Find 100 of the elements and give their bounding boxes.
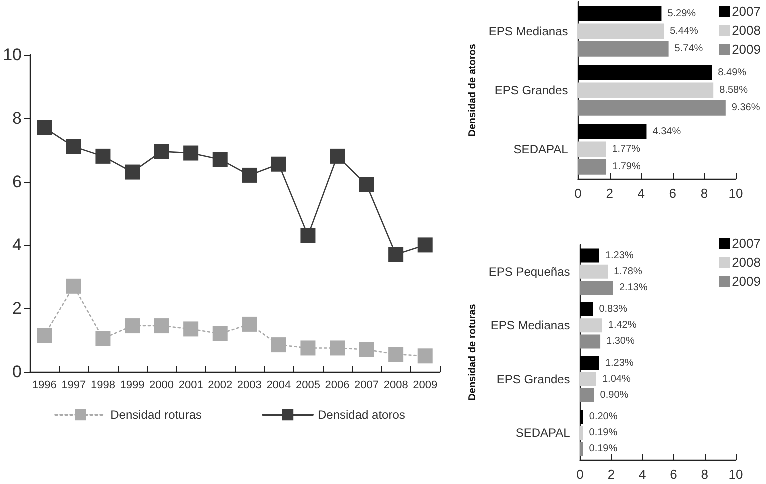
data-label: 1.77% bbox=[612, 144, 641, 155]
point bbox=[359, 177, 374, 192]
x-tick-label: 1997 bbox=[62, 380, 86, 392]
bar bbox=[580, 356, 600, 370]
x-tick-label: 10 bbox=[728, 467, 744, 482]
point bbox=[300, 228, 316, 244]
bar bbox=[578, 41, 669, 57]
x-tick-label: 6 bbox=[670, 467, 678, 482]
data-label: 2.13% bbox=[619, 282, 648, 294]
bar bbox=[578, 142, 606, 158]
point bbox=[242, 168, 258, 183]
bar bbox=[580, 302, 594, 317]
bar bbox=[578, 24, 664, 40]
legend-label: 2009 bbox=[732, 42, 761, 57]
data-label: 8.58% bbox=[720, 85, 748, 96]
data-label: 1.79% bbox=[612, 162, 641, 173]
legend-label: 2008 bbox=[732, 255, 761, 270]
point bbox=[212, 326, 228, 342]
bar bbox=[580, 442, 584, 456]
x-tick-label: 10 bbox=[728, 186, 744, 201]
x-tick-label: 2000 bbox=[150, 380, 174, 392]
data-label: 1.23% bbox=[605, 358, 634, 369]
point bbox=[66, 278, 82, 294]
point bbox=[418, 238, 433, 253]
point bbox=[271, 338, 286, 353]
data-label: 5.74% bbox=[674, 44, 704, 55]
data-label: 8.49% bbox=[718, 67, 747, 78]
point bbox=[330, 148, 345, 164]
y-axis-title: Densidad de roturas bbox=[468, 304, 478, 401]
y-tick-label: 2 bbox=[12, 299, 22, 318]
data-label: 4.34% bbox=[652, 126, 682, 138]
x-tick-label: 4 bbox=[638, 186, 645, 201]
bar bbox=[580, 280, 614, 295]
data-label: 1.23% bbox=[605, 250, 634, 262]
bar bbox=[578, 124, 647, 140]
x-tick-label: 2007 bbox=[354, 380, 380, 392]
x-tick-label: 1998 bbox=[90, 380, 116, 392]
x-tick-label: 8 bbox=[701, 467, 708, 482]
point bbox=[330, 340, 345, 356]
legend-label: 2009 bbox=[732, 274, 761, 289]
bar bbox=[580, 410, 584, 424]
x-tick-label: 1996 bbox=[32, 380, 57, 392]
data-label: 0.20% bbox=[589, 412, 618, 423]
bar bbox=[578, 100, 726, 116]
legend-label: 2007 bbox=[732, 4, 761, 19]
legend-label: 2007 bbox=[732, 236, 761, 251]
bar bbox=[578, 6, 662, 22]
y-tick-label: EPS Grandes bbox=[494, 84, 568, 98]
x-tick-label: 2004 bbox=[266, 380, 292, 392]
legend-label: Densidad atoros bbox=[318, 408, 406, 422]
point bbox=[125, 164, 140, 180]
x-tick-label: 2 bbox=[608, 467, 616, 482]
legend-label: Densidad roturas bbox=[110, 408, 202, 422]
bar bbox=[580, 318, 602, 333]
data-label: 1.30% bbox=[606, 336, 635, 348]
point bbox=[96, 331, 111, 346]
data-label: 1.78% bbox=[614, 266, 642, 278]
point bbox=[388, 347, 404, 362]
y-axis-title: Densidad de atoros bbox=[468, 44, 478, 137]
point bbox=[271, 156, 286, 172]
bar bbox=[580, 388, 594, 402]
point bbox=[418, 348, 433, 364]
data-label: 5.44% bbox=[670, 26, 699, 37]
legend-label: 2008 bbox=[732, 23, 761, 38]
data-label: 0.90% bbox=[600, 390, 629, 401]
y-tick-label: EPS Medianas bbox=[490, 318, 570, 333]
bar bbox=[580, 372, 596, 386]
x-tick-label: 2 bbox=[606, 186, 614, 201]
bar bbox=[580, 248, 600, 263]
x-tick-label: 1999 bbox=[120, 380, 145, 392]
bar bbox=[580, 264, 608, 279]
point bbox=[212, 152, 228, 168]
x-tick-label: 2002 bbox=[208, 380, 233, 392]
data-label: 9.36% bbox=[732, 102, 760, 114]
y-tick-label: 4 bbox=[12, 236, 22, 255]
data-label: 5.29% bbox=[668, 8, 696, 20]
bar bbox=[578, 82, 714, 98]
point bbox=[242, 316, 258, 332]
bar bbox=[578, 65, 712, 81]
data-label: 0.83% bbox=[599, 304, 628, 316]
x-tick-label: 2001 bbox=[178, 380, 204, 392]
y-tick-label: SEDAPAL bbox=[516, 426, 571, 440]
x-tick-label: 4 bbox=[638, 467, 646, 482]
x-tick-label: 2003 bbox=[237, 380, 262, 392]
point bbox=[37, 328, 52, 344]
point bbox=[154, 318, 170, 334]
bar bbox=[578, 159, 607, 175]
y-tick-label: 10 bbox=[3, 46, 22, 64]
x-tick-label: 2006 bbox=[325, 380, 350, 392]
x-tick-label: 8 bbox=[700, 186, 708, 201]
point bbox=[154, 144, 170, 160]
data-label: 0.19% bbox=[589, 444, 618, 455]
x-tick-label: 6 bbox=[669, 186, 677, 201]
point bbox=[125, 318, 140, 334]
y-tick-label: EPS Pequeñas bbox=[488, 264, 570, 279]
x-tick-label: 2009 bbox=[413, 380, 438, 392]
x-tick-label: 0 bbox=[576, 467, 584, 482]
point bbox=[388, 247, 404, 262]
y-tick-label: 8 bbox=[12, 108, 22, 128]
bar bbox=[580, 334, 601, 349]
